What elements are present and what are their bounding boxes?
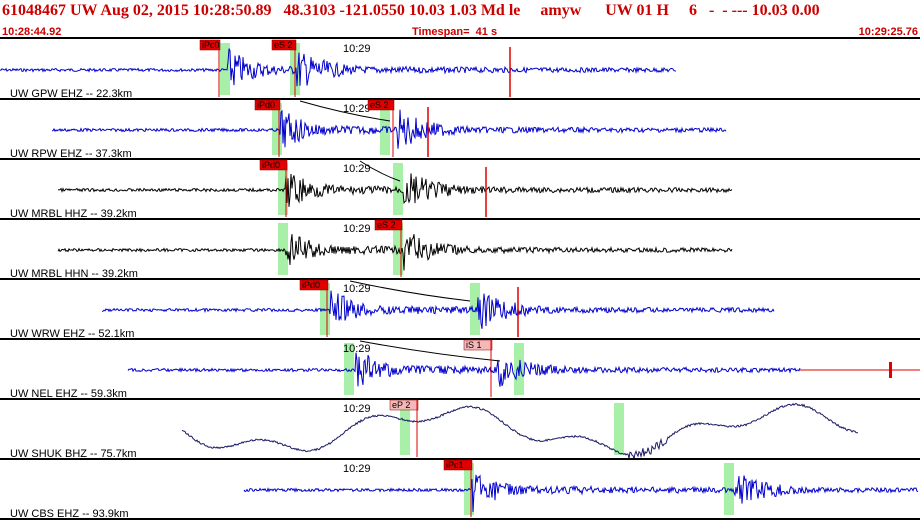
waveform-trace[interactable] bbox=[181, 402, 858, 459]
travel-time-curve bbox=[359, 340, 501, 362]
header-bar: 61048467 UW Aug 02, 2015 10:28:50.89 48.… bbox=[0, 0, 920, 26]
phase-window bbox=[470, 283, 480, 335]
waveform-trace[interactable] bbox=[101, 290, 775, 329]
clip-marker bbox=[889, 362, 892, 378]
station-label: UW NEL EHZ -- 59.3km bbox=[10, 388, 127, 400]
phase-window bbox=[320, 283, 330, 335]
start-time: 10:28:44.92 bbox=[2, 26, 62, 38]
time-tick-label: 10:29 bbox=[343, 463, 371, 475]
waveform-trace[interactable] bbox=[243, 474, 919, 512]
pick-label: iPc0 bbox=[202, 40, 220, 50]
pick-label: eS 2 bbox=[274, 40, 293, 50]
phase-window bbox=[344, 343, 354, 395]
pick-box[interactable] bbox=[463, 339, 493, 351]
station-label: UW WRW EHZ -- 52.1km bbox=[10, 328, 134, 340]
pick-box[interactable] bbox=[374, 219, 403, 231]
travel-time-curve bbox=[299, 100, 391, 122]
pick-label: iPd0 bbox=[302, 280, 320, 290]
time-tick-label: 10:29 bbox=[343, 163, 371, 175]
pick-box[interactable] bbox=[389, 399, 419, 411]
pick-box[interactable] bbox=[271, 39, 297, 51]
waveform-trace[interactable] bbox=[51, 109, 727, 149]
travel-time-curve bbox=[359, 160, 401, 182]
pick-label: iS 1 bbox=[466, 340, 482, 350]
pick-label: eS 2 bbox=[370, 100, 389, 110]
station-label: UW MRBL HHN -- 39.2km bbox=[10, 268, 138, 280]
pick-box[interactable] bbox=[443, 459, 473, 471]
station-label: UW CBS EHZ -- 93.9km bbox=[10, 508, 129, 520]
waveform-trace[interactable] bbox=[0, 48, 677, 87]
pick-box[interactable] bbox=[367, 99, 395, 111]
station-label: UW RPW EHZ -- 37.3km bbox=[10, 148, 132, 160]
pick-box[interactable] bbox=[259, 159, 288, 171]
waveform-trace[interactable] bbox=[57, 234, 733, 271]
event-title: 61048467 UW Aug 02, 2015 10:28:50.89 48.… bbox=[2, 2, 820, 19]
pick-box[interactable] bbox=[199, 39, 221, 51]
pick-box[interactable] bbox=[299, 279, 329, 291]
phase-window bbox=[278, 163, 288, 215]
seismogram-panel[interactable]: 10:29 iPc0 eS 2 UW GPW EHZ -- 22.3km 10:29 iP… bbox=[0, 39, 920, 520]
timespan-label: Timespan= 41 s bbox=[412, 26, 498, 38]
header-separator bbox=[0, 37, 920, 39]
phase-window bbox=[393, 163, 403, 215]
waveform-trace[interactable] bbox=[57, 173, 733, 207]
pick-label: iPd0 bbox=[257, 100, 275, 110]
time-tick-label: 10:29 bbox=[343, 403, 371, 415]
pick-label: eP 2 bbox=[392, 400, 410, 410]
phase-window bbox=[393, 223, 403, 275]
waveform-trace[interactable] bbox=[127, 352, 801, 387]
phase-window bbox=[614, 403, 624, 455]
phase-window bbox=[278, 223, 288, 275]
pick-label: iPc1 bbox=[446, 460, 464, 470]
time-tick-label: 10:29 bbox=[343, 223, 371, 235]
end-time: 10:29:25.76 bbox=[858, 26, 918, 38]
travel-time-curve bbox=[349, 280, 471, 302]
phase-window bbox=[400, 403, 410, 455]
phase-window bbox=[380, 103, 390, 155]
time-tick-label: 10:29 bbox=[343, 283, 371, 295]
pick-box[interactable] bbox=[254, 99, 281, 111]
station-label: UW GPW EHZ -- 22.3km bbox=[10, 88, 132, 100]
pick-label: eS 2 bbox=[377, 220, 396, 230]
station-label: UW SHUK BHZ -- 75.7km bbox=[10, 448, 137, 460]
time-tick-label: 10:29 bbox=[343, 43, 371, 55]
time-tick-label: 10:29 bbox=[343, 103, 371, 115]
station-label: UW MRBL HHZ -- 39.2km bbox=[10, 208, 137, 220]
pick-label: iPd0 bbox=[262, 160, 280, 170]
time-tick-label: 10:29 bbox=[343, 343, 371, 355]
